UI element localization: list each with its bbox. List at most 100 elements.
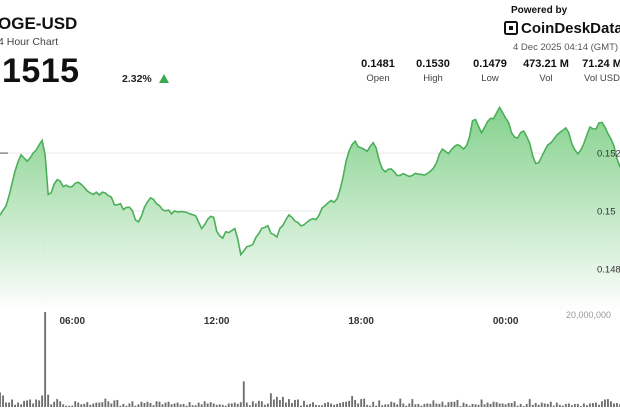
volume-bar [101, 402, 104, 407]
volume-bar [53, 401, 56, 407]
volume-bar [507, 403, 510, 407]
volume-bar [453, 401, 456, 407]
volume-bar [399, 398, 402, 407]
volume-bar [107, 401, 110, 407]
volume-bar [417, 403, 420, 407]
volume-bar [83, 403, 86, 407]
volume-bar [336, 403, 339, 407]
stat-volume-value: 473.21 M [523, 58, 569, 70]
volume-bar [558, 404, 561, 407]
volume-bar [306, 404, 308, 407]
volume-bar [387, 404, 390, 407]
volume-bar [375, 405, 378, 407]
volume-bar [616, 403, 618, 407]
volume-bar [224, 405, 227, 407]
volume-bar [339, 403, 342, 407]
stat-volume-usd-label: Vol USD [584, 73, 620, 84]
volume-bar [281, 396, 284, 407]
stat-volume-usd-value: 71.24 M [582, 58, 620, 70]
volume-bar [182, 403, 185, 407]
volume-bar [324, 403, 326, 407]
volume-bar [492, 401, 495, 407]
volume-bar [465, 403, 468, 407]
volume-bar [555, 402, 558, 407]
volume-bar [447, 402, 450, 407]
volume-bar [498, 403, 501, 407]
volume-bar [610, 401, 612, 407]
x-axis-ticks: 06:00 12:00 18:00 00:00 [59, 316, 518, 327]
volume-bar [155, 401, 158, 407]
volume-bar [405, 405, 408, 407]
volume-bar [456, 399, 459, 407]
stat-high-label: High [423, 73, 443, 84]
volume-bar [414, 404, 417, 407]
price-line [0, 105, 620, 257]
volume-bar [152, 405, 155, 407]
volume-bar [272, 399, 275, 407]
volume-bar [191, 405, 194, 407]
volume-bar [327, 402, 329, 407]
volume-bar [158, 401, 161, 407]
volume-bar [522, 406, 525, 407]
volume-bar [59, 401, 62, 407]
volume-bar [312, 402, 314, 407]
volume-bar [585, 405, 588, 407]
volume-bar [128, 403, 131, 407]
volume-bars [0, 235, 620, 407]
y-tick-label: 0.15 [597, 206, 616, 217]
volume-bar [468, 405, 471, 407]
volume-bar [483, 404, 486, 407]
volume-bar [601, 401, 603, 407]
volume-bar [275, 396, 278, 407]
volume-bar [489, 403, 492, 407]
volume-bar [95, 402, 98, 407]
volume-bar [239, 402, 242, 407]
volume-bar [594, 402, 597, 407]
volume-bar [516, 405, 519, 407]
volume-bar [477, 404, 480, 407]
volume-bar [113, 400, 116, 407]
volume-bar [143, 403, 146, 407]
volume-bar [495, 402, 498, 407]
volume-bar [607, 399, 609, 407]
volume-bar [363, 398, 366, 407]
stat-volume-label: Vol [539, 73, 553, 84]
volume-bar [80, 404, 83, 407]
volume-bar [236, 403, 239, 407]
y-tick-label: 0.148 [597, 264, 620, 275]
volume-bar [300, 405, 302, 407]
volume-bar [56, 399, 59, 407]
volume-axis-tick: 20,000,000 [566, 310, 611, 320]
volume-bar [11, 399, 13, 407]
volume-bar [89, 404, 92, 407]
volume-bar [396, 404, 399, 407]
volume-bar [227, 403, 230, 407]
volume-bar [480, 399, 483, 407]
volume-bar [438, 403, 441, 407]
volume-bar [579, 406, 582, 407]
volume-bar [441, 401, 444, 407]
volume-bar [570, 405, 573, 407]
volume-bar [348, 400, 351, 407]
volume-bar [242, 381, 245, 407]
volume-bar [122, 403, 125, 407]
volume-bar [432, 400, 435, 407]
volume-bar [591, 403, 594, 407]
volume-bar [357, 403, 360, 407]
volume-bar [149, 403, 152, 407]
y-axis-ticks: 0.15 0.152 0.148 [0, 149, 620, 275]
stat-low-value: 0.1479 [473, 58, 507, 70]
coindesk-logo-icon [504, 21, 518, 35]
volume-bar [321, 405, 323, 407]
timestamp: 4 Dec 2025 04:14 (GMT) [513, 42, 619, 53]
volume-bar [540, 402, 543, 407]
volume-bar [185, 405, 188, 407]
volume-bar [212, 403, 215, 407]
up-arrow-icon [159, 74, 169, 83]
volume-bar [92, 403, 95, 407]
volume-bar [278, 399, 281, 407]
volume-bar [86, 402, 89, 407]
volume-bar [269, 393, 272, 407]
volume-bar [360, 399, 363, 407]
volume-bar [77, 402, 80, 407]
